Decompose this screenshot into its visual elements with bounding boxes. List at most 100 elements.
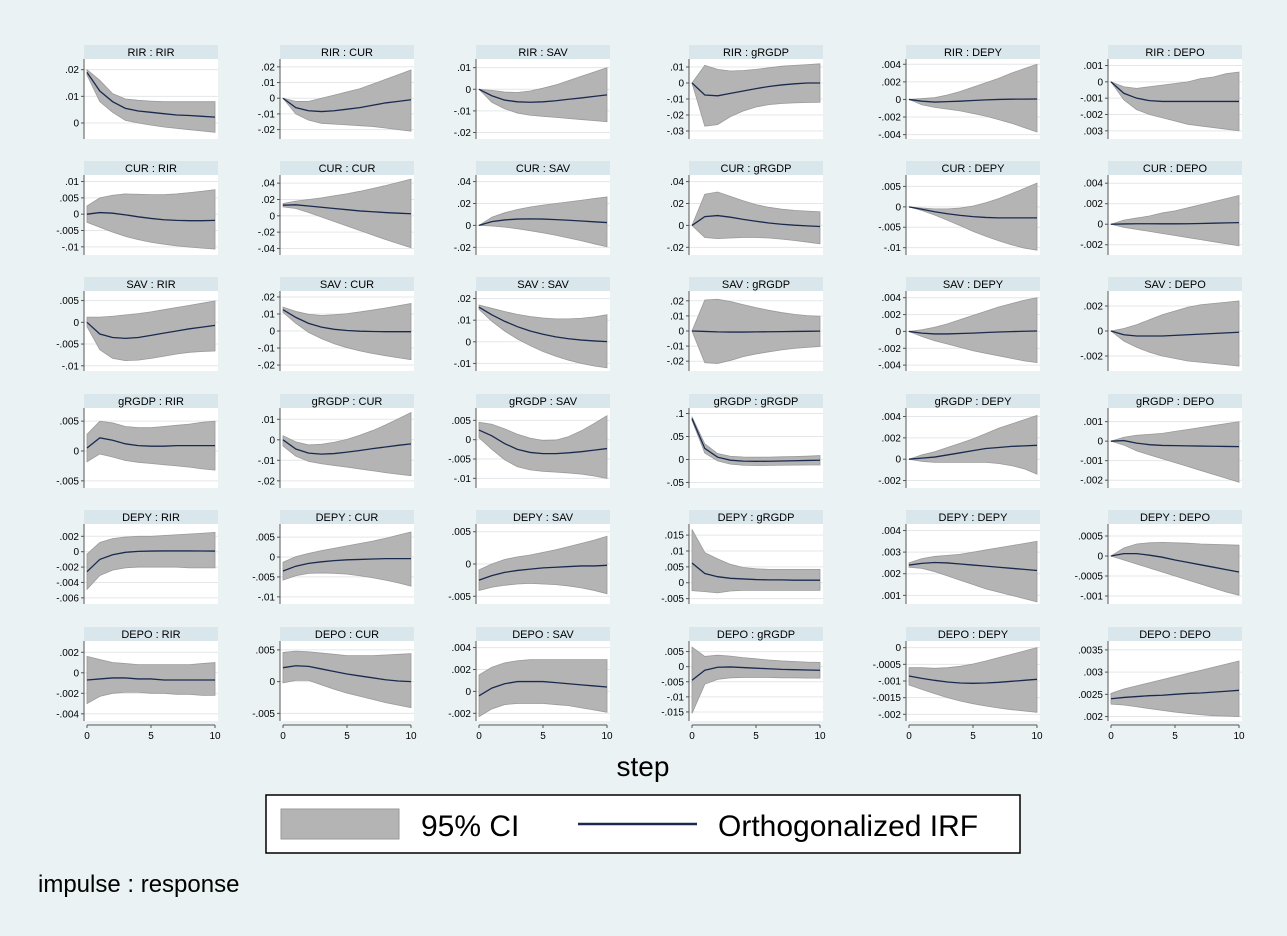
irf-line: [908, 561, 1038, 572]
panel-title: SAV : DEPY: [943, 279, 1004, 291]
x-tick-label: 0: [906, 731, 912, 742]
y-tick-label: .01: [261, 78, 275, 89]
irf-line: [691, 562, 820, 581]
y-tick-label: .001: [1084, 61, 1104, 72]
x-tick-label: 5: [148, 731, 154, 742]
y-tick-label: 0: [678, 455, 684, 466]
y-tick-label: -.0005: [873, 660, 902, 671]
y-tick-label: -.04: [258, 244, 276, 255]
panel-header: [906, 627, 1040, 641]
panel-header: [476, 45, 610, 59]
ci-band: [908, 540, 1038, 603]
panel-header: [476, 394, 610, 408]
y-tick-label: .01: [670, 546, 684, 557]
y-tick-label: -.01: [667, 692, 685, 703]
panel-header: [689, 627, 823, 641]
irf-line: [282, 97, 412, 113]
irf-line: [1110, 439, 1240, 448]
y-tick-label: -.0005: [1075, 572, 1104, 583]
panel-depy-depy: DEPY : DEPY .001 .002 .003 .004: [882, 510, 1040, 604]
y-tick-label: .0005: [1078, 532, 1103, 543]
irf-line: [282, 557, 411, 572]
y-tick-label: -.005: [878, 223, 901, 234]
panel-title: RIR : SAV: [518, 47, 568, 59]
irf-line: [478, 218, 608, 227]
y-tick-label: 0: [678, 79, 684, 90]
panel-depo-cur: DEPO : CUR -.005 0 .005 0 5 10: [252, 627, 417, 742]
legend-ci-label: 95% CI: [421, 810, 519, 843]
y-tick-label: .004: [882, 293, 902, 304]
panel-header: [280, 161, 414, 175]
panel-cur-sav: CUR : SAV -.02 0 .02 .04: [454, 161, 610, 255]
panel-header: [1108, 627, 1242, 641]
y-tick-label: .01: [65, 177, 79, 188]
y-tick-label: -.005: [56, 226, 79, 237]
irf-line: [691, 330, 821, 333]
irf-line: [478, 306, 608, 343]
irf-line: [908, 444, 1038, 460]
panel-header: [280, 45, 414, 59]
y-tick-label: .004: [882, 412, 902, 423]
panel-depy-depo: DEPY : DEPO -.001 -.0005 0 .0005: [1075, 510, 1242, 604]
y-tick-label: -.004: [56, 578, 79, 589]
ci-band: [1110, 541, 1240, 596]
ci-band: [86, 68, 216, 133]
x-tick-label: 5: [344, 731, 350, 742]
y-tick-label: 0: [73, 446, 79, 457]
ci-band: [1109, 195, 1240, 247]
panel-title: DEPO : CUR: [315, 629, 379, 641]
panel-title: DEPY : DEPY: [939, 512, 1009, 524]
y-tick-label: -.02: [258, 228, 276, 239]
y-tick-label: 0: [1097, 552, 1103, 563]
irf-line: [1110, 552, 1240, 573]
panel-title: gRGDP : SAV: [509, 396, 578, 408]
y-tick-label: .02: [670, 199, 684, 210]
panel-title: CUR : DEPY: [942, 163, 1006, 175]
ci-band: [282, 531, 412, 587]
y-tick-label: .002: [882, 77, 902, 88]
ci-band: [86, 189, 216, 250]
panel-title: gRGDP : gRGDP: [714, 396, 799, 408]
x-tick-label: 5: [753, 731, 759, 742]
y-tick-label: 0: [269, 211, 275, 222]
y-tick-label: .02: [65, 65, 79, 76]
y-tick-label: 0: [1097, 327, 1103, 338]
x-tick-label: 0: [280, 731, 286, 742]
y-tick-label: 0: [1097, 220, 1103, 231]
panel-header: [476, 627, 610, 641]
panel-header: [689, 277, 823, 291]
y-tick-label: -.02: [667, 357, 685, 368]
panel-sav-cur: SAV : CUR -.02 -.01 0 .01 .02: [258, 277, 414, 372]
x-tick-label: 5: [970, 731, 976, 742]
panel-rir-grgdp: RIR : gRGDP -.03 -.02 -.01 0 .01: [667, 45, 823, 139]
panel-title: SAV : RIR: [126, 279, 175, 291]
panel-title: SAV : SAV: [517, 279, 569, 291]
panel-header: [906, 277, 1040, 291]
ci-band: [282, 302, 412, 361]
y-tick-label: 0: [73, 119, 79, 130]
y-tick-label: .02: [670, 296, 684, 307]
y-tick-label: -.005: [252, 709, 275, 720]
panel-header: [84, 627, 218, 641]
irf-line: [86, 211, 216, 222]
y-tick-label: .005: [256, 533, 276, 544]
y-tick-label: -.02: [258, 476, 276, 487]
y-tick-label: .002: [60, 532, 80, 543]
panel-depo-sav: DEPO : SAV -.002 0 .002 .004 0 5 10: [448, 627, 613, 742]
y-tick-label: -.002: [56, 689, 79, 700]
y-tick-label: -.002: [1080, 110, 1103, 121]
irf-line: [86, 550, 216, 573]
y-tick-label: .01: [65, 92, 79, 103]
y-tick-label: -.006: [56, 593, 79, 604]
impulse-response-note: impulse : response: [38, 871, 239, 898]
irf-line: [86, 437, 215, 449]
panel-grgdp-grgdp: gRGDP : gRGDP -.05 0 .05 .1: [667, 394, 823, 489]
y-tick-label: .002: [1084, 712, 1104, 723]
panel-header: [280, 394, 414, 408]
y-tick-label: 0: [269, 94, 275, 105]
y-tick-label: .015: [665, 531, 685, 542]
ci-band: [908, 647, 1038, 713]
panel-depy-cur: DEPY : CUR -.01 -.005 0 .005: [252, 510, 414, 604]
panel-grid: RIR : RIR 0 .01 .02 RIR : CUR -.02 -.01 0 .01 .02…: [56, 45, 1245, 742]
panel-grgdp-sav: gRGDP : SAV -.01 -.005 0 .005: [448, 394, 610, 488]
